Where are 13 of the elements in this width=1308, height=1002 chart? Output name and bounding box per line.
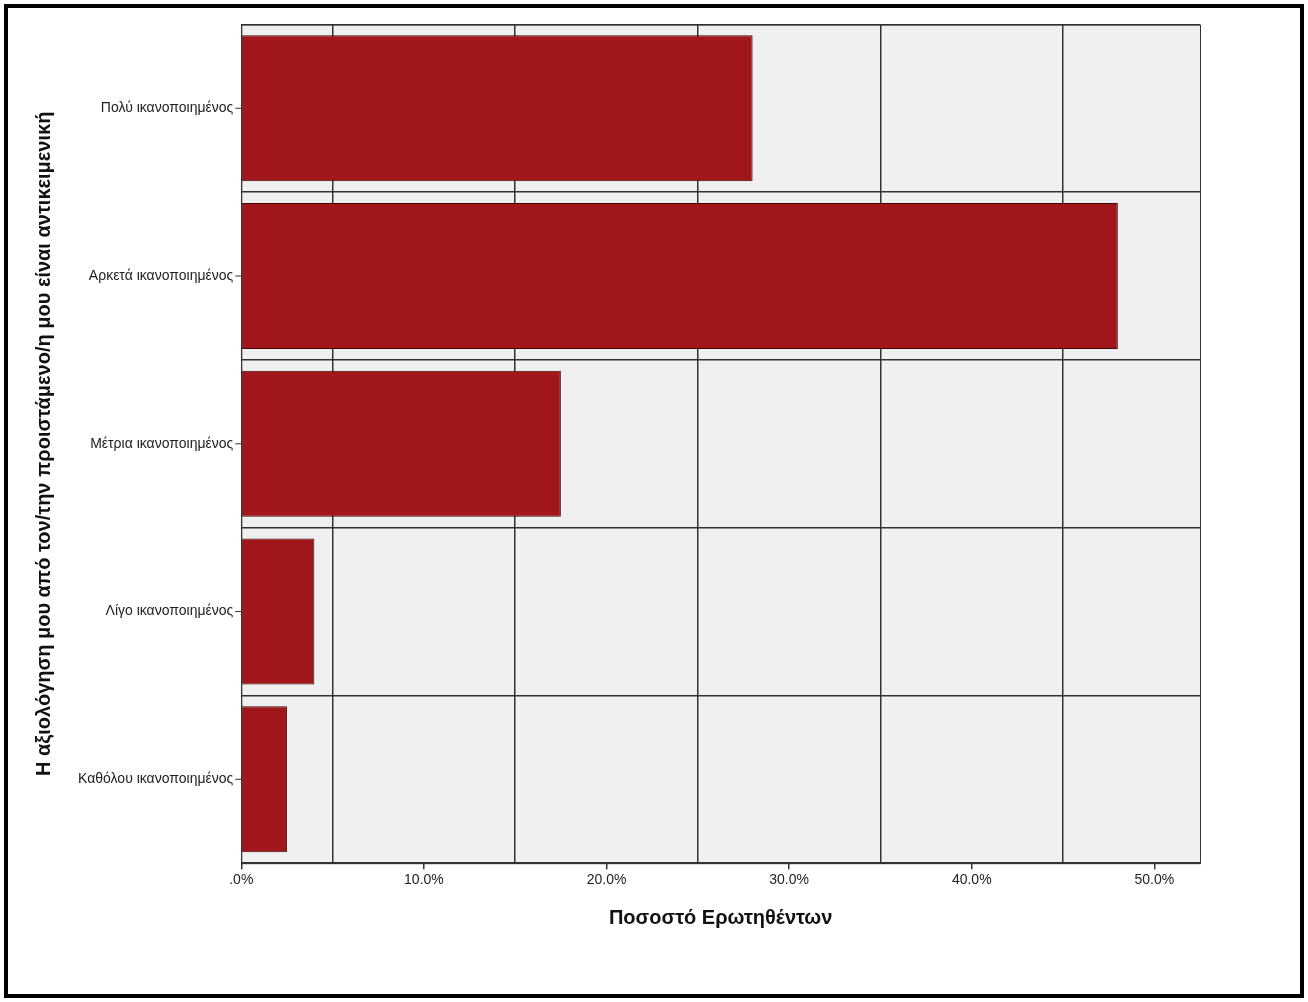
x-tick-label: 20.0% (586, 871, 627, 888)
y-tick-label: Αρκετά ικανοποιημένος (88, 266, 234, 283)
x-axis-title: Ποσοστό Ερωτηθέντων (608, 905, 833, 928)
x-tick-label: .0% (229, 871, 254, 888)
x-tick-label: 50.0% (1134, 871, 1175, 888)
y-tick-label: Μέτρια ικανοποιημένος (90, 434, 234, 451)
y-tick-label: Πολύ ικανοποιημένος (100, 99, 234, 116)
x-tick-label: 30.0% (769, 871, 809, 888)
y-axis-title: Η αξιολόγηση μου από τον/την προιστάμενο/η μου είναι αντικειμενική (31, 111, 54, 776)
x-tick-label: 40.0% (951, 871, 992, 888)
y-tick-label: Λίγο ικανοποιημένος (105, 602, 234, 619)
x-tick-label: 10.0% (404, 871, 444, 888)
y-tick-label: Καθόλου ικανοποιημένος (78, 770, 234, 787)
